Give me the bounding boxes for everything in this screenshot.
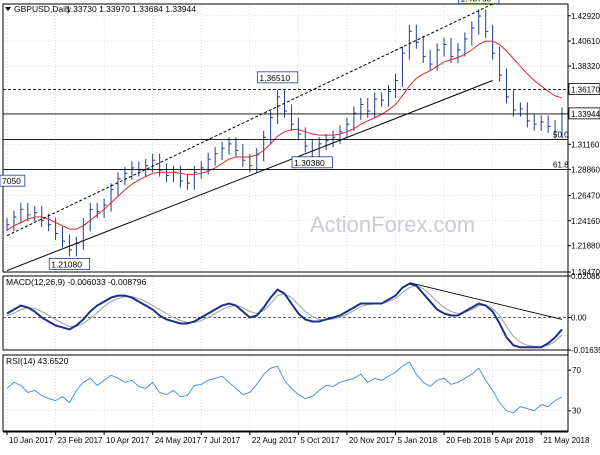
watermark-group: ActionForex.com bbox=[310, 212, 475, 237]
rsi-line bbox=[6, 361, 563, 414]
macd-header: MACD(12,26,9) -0.006033 -0.008796 bbox=[6, 277, 147, 287]
swing-label: 1.21080 bbox=[51, 259, 82, 269]
price-panel-frame bbox=[2, 3, 569, 273]
channel-lower-line bbox=[6, 80, 493, 272]
y-tick-label: 1.38320 bbox=[571, 62, 600, 71]
watermark-text: ActionForex.com bbox=[310, 212, 475, 237]
collapse-triangle-icon[interactable] bbox=[5, 7, 11, 11]
swing-label: 1.30380 bbox=[294, 158, 325, 168]
x-tick-label: 22 Aug 2017 bbox=[252, 436, 297, 445]
macd-y-tick-label: 0.00 bbox=[571, 313, 587, 322]
channel-upper-line bbox=[6, 3, 493, 237]
rsi-panel-frame bbox=[2, 354, 569, 432]
x-tick-label: 5 Jan 2018 bbox=[398, 436, 438, 445]
x-tick-label: 7 Jul 2017 bbox=[203, 436, 240, 445]
rsi-y-tick-label: 70 bbox=[572, 366, 581, 375]
y-tick-label: 1.19470 bbox=[571, 268, 600, 277]
y-tick-label: 1.33944 bbox=[571, 110, 600, 119]
moving-average-line bbox=[6, 40, 563, 231]
annotations-group: 50.0 61.8 1.43760 1.36510 1.30380 1.21080 7050 bbox=[0, 0, 569, 320]
macd-y-tick-label: 0.020861 bbox=[571, 272, 600, 281]
macd-line bbox=[6, 282, 563, 349]
price-tag-box bbox=[568, 83, 600, 95]
y-tick-label: 1.31160 bbox=[571, 140, 600, 149]
fib-level-label: 61.8 bbox=[553, 160, 569, 169]
swing-label: 1.43760 bbox=[461, 0, 492, 4]
x-tick-label: 21 May 2018 bbox=[543, 436, 590, 445]
y-tick-label: 1.36170 bbox=[571, 86, 600, 95]
swing-label-box bbox=[48, 258, 91, 270]
macd-trendline bbox=[409, 282, 563, 320]
x-tick-label: 20 Nov 2017 bbox=[349, 436, 395, 445]
swing-label-box bbox=[256, 71, 299, 84]
y-tick-label: 1.24160 bbox=[571, 217, 600, 226]
axes-group: 10 Jan 2017 23 Feb 2017 10 Apr 2017 24 May … bbox=[3, 4, 600, 445]
swing-label: 1.36510 bbox=[259, 73, 290, 83]
x-tick-label: 10 Apr 2017 bbox=[106, 436, 150, 445]
y-tick-label: 1.28860 bbox=[571, 165, 600, 174]
x-tick-label: 5 Oct 2017 bbox=[300, 436, 340, 445]
rsi-header: RSI(14) 43.6520 bbox=[6, 356, 69, 366]
swing-label-box bbox=[458, 0, 500, 5]
macd-y-tick-label: -0.016357 bbox=[571, 346, 600, 355]
swing-label: 7050 bbox=[2, 176, 21, 186]
rsi-y-tick-label: 30 bbox=[572, 407, 581, 416]
chart-ohlc-header: 1.33730 1.33970 1.33684 1.33944 bbox=[66, 4, 196, 14]
x-tick-label: 23 Feb 2017 bbox=[58, 436, 103, 445]
chart-symbol-header: GBPUSD,Daily bbox=[14, 4, 72, 14]
y-tick-label: 1.40610 bbox=[571, 37, 600, 46]
swing-label-box bbox=[291, 156, 333, 169]
y-tick-label: 1.26470 bbox=[571, 192, 600, 201]
y-tick-label: 1.21880 bbox=[571, 242, 600, 251]
y-tick-label: 1.42920 bbox=[571, 12, 600, 21]
x-tick-label: 10 Jan 2017 bbox=[9, 436, 54, 445]
series-group bbox=[6, 9, 565, 414]
x-tick-label: 5 Apr 2018 bbox=[495, 436, 534, 445]
x-tick-label: 24 May 2017 bbox=[155, 436, 202, 445]
panels bbox=[2, 3, 569, 432]
swing-label-box bbox=[0, 174, 26, 187]
grid bbox=[3, 4, 568, 431]
price-tag-box bbox=[568, 107, 600, 120]
fib-level-label: 50.0 bbox=[553, 130, 569, 139]
x-tick-label: 20 Feb 2018 bbox=[446, 436, 491, 445]
